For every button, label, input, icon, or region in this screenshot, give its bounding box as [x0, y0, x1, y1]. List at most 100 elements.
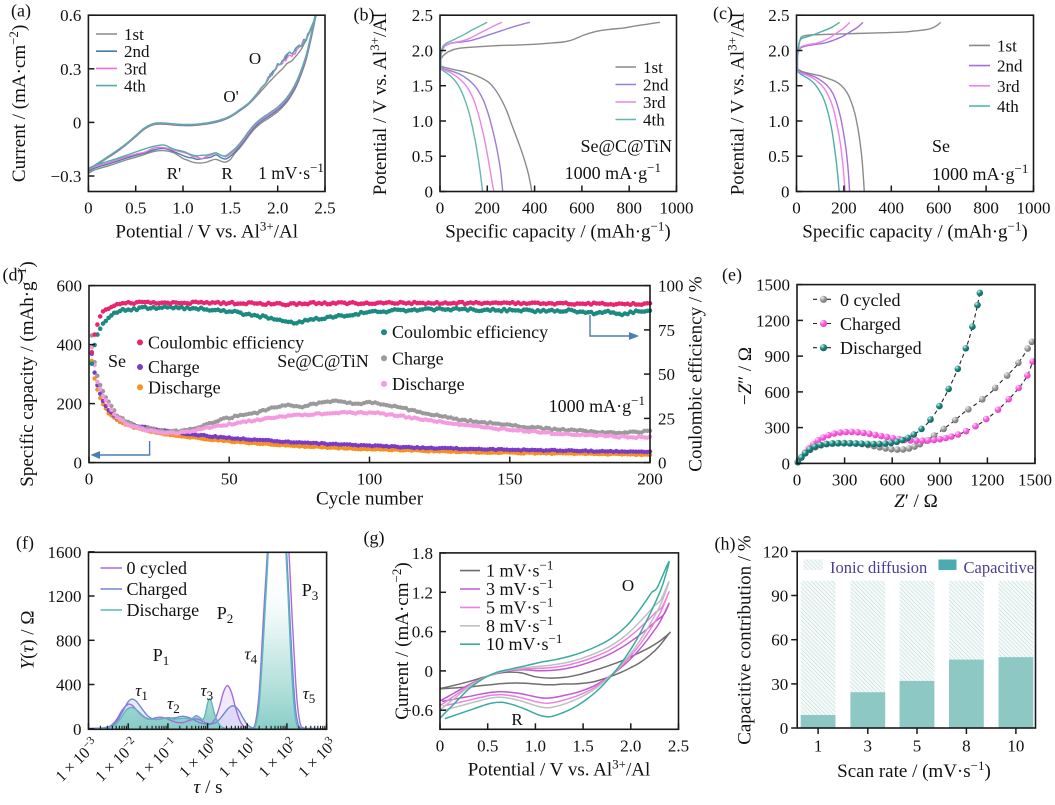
svg-text:50: 50 [221, 470, 238, 489]
svg-text:1st: 1st [997, 36, 1017, 55]
svg-text:1.5: 1.5 [768, 77, 789, 96]
svg-text:3rd: 3rd [997, 77, 1020, 96]
svg-text:600: 600 [926, 199, 952, 218]
svg-text:Discharged: Discharged [840, 338, 922, 358]
svg-text:Coulombic efficiency / %: Coulombic efficiency / % [686, 276, 707, 472]
svg-text:1 mV·s−1: 1 mV·s−1 [486, 558, 553, 581]
svg-text:Potential / V vs. Al3+/Al: Potential / V vs. Al3+/Al [115, 219, 298, 243]
svg-text:Potential / V vs. Al3+/Al: Potential / V vs. Al3+/Al [367, 13, 391, 196]
svg-text:5: 5 [913, 737, 922, 756]
svg-text:2.0: 2.0 [620, 737, 641, 756]
svg-text:4th: 4th [643, 111, 665, 130]
svg-text:(b): (b) [354, 5, 375, 26]
svg-text:1000 mA·g−1: 1000 mA·g−1 [549, 393, 645, 416]
svg-text:Discharge: Discharge [127, 600, 200, 620]
svg-text:τ1: τ1 [135, 681, 148, 703]
svg-text:Current / (mA·cm−2): Current / (mA·cm−2) [6, 25, 30, 182]
svg-text:1.5: 1.5 [412, 77, 433, 96]
svg-text:(f): (f) [16, 533, 34, 554]
svg-text:8 mV·s−1: 8 mV·s−1 [486, 613, 553, 636]
svg-text:Charged: Charged [127, 579, 188, 599]
svg-text:25: 25 [658, 409, 675, 428]
svg-text:1500: 1500 [1018, 471, 1052, 490]
svg-text:3rd: 3rd [124, 59, 147, 78]
svg-text:0: 0 [792, 199, 801, 218]
svg-text:3rd: 3rd [643, 93, 666, 112]
svg-text:0.3: 0.3 [60, 60, 81, 79]
svg-text:100: 100 [658, 277, 684, 296]
svg-text:90: 90 [771, 587, 788, 606]
svg-text:R: R [221, 164, 233, 183]
svg-text:Specific capacity / (mAh·g−1): Specific capacity / (mAh·g−1) [14, 261, 38, 486]
svg-text:1.5: 1.5 [220, 199, 241, 218]
svg-text:200: 200 [475, 199, 501, 218]
svg-text:Specific capacity / (mAh·g−1): Specific capacity / (mAh·g−1) [802, 219, 1027, 243]
svg-text:Y(τ) / Ω: Y(τ) / Ω [18, 611, 39, 670]
svg-text:75: 75 [658, 321, 675, 340]
svg-text:0: 0 [84, 199, 93, 218]
svg-text:0: 0 [436, 737, 445, 756]
svg-text:Specific capacity / (mAh·g−1): Specific capacity / (mAh·g−1) [445, 219, 670, 243]
svg-text:4th: 4th [997, 97, 1019, 116]
svg-text:Discharge: Discharge [392, 374, 465, 394]
svg-text:Charge: Charge [392, 348, 444, 368]
svg-text:1.0: 1.0 [525, 737, 546, 756]
svg-text:0: 0 [73, 720, 82, 739]
svg-text:1.8: 1.8 [412, 544, 433, 563]
svg-text:2.5: 2.5 [314, 199, 335, 218]
svg-text:−0.6: −0.6 [402, 701, 433, 720]
svg-text:1200: 1200 [48, 587, 82, 606]
svg-text:1.0: 1.0 [768, 112, 789, 131]
svg-text:Ionic diffusion: Ionic diffusion [830, 558, 927, 577]
svg-text:Se: Se [108, 351, 126, 371]
svg-text:0: 0 [73, 113, 82, 132]
svg-text:Capacitive: Capacitive [964, 558, 1035, 577]
svg-text:0: 0 [658, 454, 667, 473]
svg-text:300: 300 [832, 471, 858, 490]
svg-text:1200: 1200 [756, 311, 790, 330]
svg-text:200: 200 [831, 199, 857, 218]
svg-text:1.2: 1.2 [412, 583, 433, 602]
svg-text:150: 150 [497, 470, 523, 489]
svg-text:400: 400 [879, 199, 905, 218]
svg-text:5 mV·s−1: 5 mV·s−1 [486, 594, 553, 617]
svg-text:30: 30 [771, 675, 788, 694]
svg-text:600: 600 [765, 383, 791, 402]
svg-text:0: 0 [782, 454, 791, 473]
svg-text:τ4: τ4 [245, 645, 258, 667]
svg-text:0: 0 [780, 719, 789, 738]
svg-text:1st: 1st [124, 25, 144, 44]
svg-text:Se@C@TiN: Se@C@TiN [277, 351, 369, 371]
svg-text:Discharge: Discharge [148, 377, 221, 397]
svg-text:τ3: τ3 [201, 681, 214, 703]
svg-text:400: 400 [57, 336, 83, 355]
svg-text:3 mV·s−1: 3 mV·s−1 [486, 576, 553, 599]
svg-text:600: 600 [879, 471, 905, 490]
svg-text:0 cycled: 0 cycled [127, 558, 187, 578]
svg-text:1200: 1200 [970, 471, 1004, 490]
svg-text:60: 60 [771, 631, 788, 650]
svg-text:Coulombic efficiency: Coulombic efficiency [392, 322, 548, 342]
svg-text:Cycle number: Cycle number [316, 489, 424, 510]
svg-text:600: 600 [569, 199, 595, 218]
svg-text:(h): (h) [715, 534, 736, 555]
svg-text:τ5: τ5 [303, 684, 316, 706]
svg-text:2.0: 2.0 [267, 199, 288, 218]
svg-text:0.5: 0.5 [125, 199, 146, 218]
svg-text:1 mV·s−1: 1 mV·s−1 [258, 160, 324, 183]
svg-text:1000 mA·g−1: 1000 mA·g−1 [932, 161, 1028, 184]
svg-text:400: 400 [522, 199, 548, 218]
svg-text:800: 800 [56, 631, 82, 650]
svg-text:0: 0 [781, 183, 790, 202]
svg-text:0.6: 0.6 [412, 623, 433, 642]
svg-text:τ / s: τ / s [194, 777, 223, 798]
svg-text:1000: 1000 [660, 199, 694, 218]
svg-text:1000: 1000 [1017, 199, 1051, 218]
svg-text:τ2: τ2 [167, 694, 180, 716]
svg-text:O: O [249, 49, 261, 68]
svg-text:Charge: Charge [148, 357, 200, 377]
svg-text:600: 600 [57, 277, 83, 296]
svg-text:0: 0 [425, 662, 434, 681]
svg-text:Charged: Charged [840, 314, 901, 334]
svg-text:2.0: 2.0 [768, 42, 789, 61]
